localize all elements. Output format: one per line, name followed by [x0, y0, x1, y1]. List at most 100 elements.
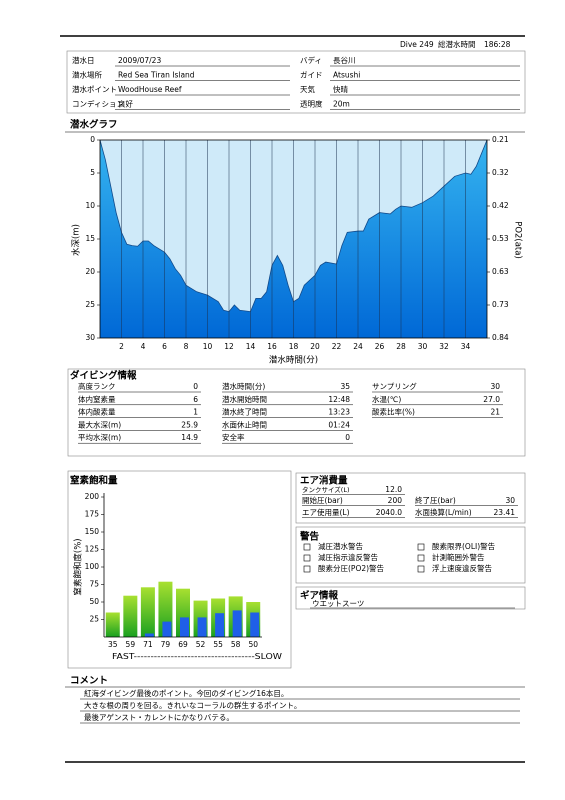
air-label: 水面換算(L/min)	[415, 507, 472, 517]
info-label: コンディション	[72, 99, 124, 109]
info-label: バディ	[300, 55, 322, 65]
x-tick-label: 16	[267, 342, 277, 351]
y2-tick-label: 0.73	[492, 300, 509, 309]
bar	[215, 613, 225, 637]
x-tick-label: 34	[461, 342, 471, 351]
depth-line	[99, 139, 488, 313]
x-tick-label: 71	[143, 640, 153, 649]
info-label: 潜水開始時間	[222, 394, 267, 404]
y-tick-label: 25	[89, 615, 99, 624]
x-tick-label: 14	[246, 342, 256, 351]
y2-tick-label: 0.53	[492, 234, 509, 243]
warning-label: 減圧指示違反警告	[318, 552, 378, 562]
info-label: 体内酸素量	[78, 407, 116, 417]
air-value: 2040.0	[376, 508, 402, 517]
section-title: 窒素飽和量	[70, 475, 118, 487]
checkbox	[417, 554, 425, 562]
section-title: エア消費量	[300, 475, 348, 487]
y2-tick-label: 0.32	[492, 168, 509, 177]
x-tick-label: 8	[184, 342, 189, 351]
y-tick-label: 30	[85, 333, 95, 342]
y2-tick-label: 0.21	[492, 135, 509, 144]
bar	[250, 612, 260, 637]
info-value: 1	[193, 408, 198, 417]
air-label: タンクサイズ(L)	[302, 485, 350, 494]
info-value: 21	[490, 408, 500, 417]
info-label: 潜水時間(分)	[222, 381, 265, 391]
info-label: 透明度	[300, 99, 323, 109]
bar	[140, 587, 155, 637]
bar	[105, 612, 120, 637]
section-title: ギア情報	[300, 590, 339, 602]
box	[66, 50, 526, 114]
y-tick-label: 125	[85, 545, 100, 554]
x-tick-label: 58	[231, 640, 241, 649]
y-tick-label: 75	[89, 580, 99, 589]
x-tick-label: 79	[161, 640, 171, 649]
info-label: 酸素比率(%)	[372, 407, 415, 417]
y-tick-label: 20	[85, 267, 95, 276]
x-tick-label: 50	[248, 640, 258, 649]
x-tick-label: 35	[108, 640, 118, 649]
x-tick-label: 26	[375, 342, 385, 351]
info-label: 体内窒素量	[78, 394, 116, 404]
y-tick-label: 5	[90, 168, 95, 177]
info-label: 天気	[300, 84, 315, 94]
air-label: 終了圧(bar)	[415, 495, 456, 505]
info-value: 6	[193, 395, 198, 404]
y-axis-label: 水深(m)	[71, 224, 82, 256]
info-value: 25.9	[181, 420, 198, 429]
x-tick-label: 22	[332, 342, 342, 351]
x-axis-label: FAST------------------------------------…	[112, 652, 283, 661]
checkbox	[303, 554, 311, 562]
x-axis-label: 潜水時間(分)	[269, 355, 318, 366]
x-tick-label: 52	[196, 640, 206, 649]
info-value: Red Sea Tiran Island	[118, 71, 195, 80]
info-label: 潜水終了時間	[222, 407, 267, 417]
x-tick-label: 69	[178, 640, 188, 649]
dive-number: Dive 249	[400, 40, 434, 49]
air-value: 200	[388, 496, 403, 505]
x-tick-label: 20	[310, 342, 320, 351]
x-tick-label: 6	[162, 342, 167, 351]
warning-label: 減圧潜水警告	[318, 541, 363, 551]
y-tick-label: 10	[85, 201, 95, 210]
y-tick-label: 25	[85, 300, 95, 309]
x-tick-label: 59	[126, 640, 136, 649]
info-value: Atsushi	[333, 71, 360, 80]
y-tick-label: 100	[85, 562, 100, 571]
info-value: 0	[345, 433, 350, 442]
y-tick-label: 50	[89, 597, 99, 606]
box	[295, 586, 526, 610]
checkbox	[417, 565, 425, 573]
checkbox	[303, 565, 311, 573]
info-value: 35	[340, 382, 350, 391]
info-value: 27.0	[483, 395, 500, 404]
info-value: 20m	[333, 100, 350, 109]
box	[67, 470, 292, 669]
warning-label: 酸素限界(OLI)警告	[432, 541, 496, 551]
total-time: 186:28	[484, 40, 511, 49]
bar	[180, 617, 189, 637]
bar	[144, 633, 154, 637]
x-tick-label: 18	[289, 342, 299, 351]
info-label: 潜水場所	[72, 70, 102, 80]
section-title: 警告	[300, 531, 320, 543]
y2-axis-label: PO2(ata)	[513, 221, 523, 259]
gear-item: ウエットスーツ	[312, 599, 364, 608]
info-value: 長谷川	[333, 56, 356, 65]
air-value: 12.0	[385, 485, 402, 494]
x-tick-label: 32	[439, 342, 449, 351]
info-value: 01:24	[328, 420, 350, 429]
section-title: ダイビング情報	[70, 370, 137, 382]
info-label: 水温(℃)	[372, 394, 401, 404]
y-axis-label: 窒素飽和度(%)	[73, 538, 84, 595]
x-tick-label: 30	[418, 342, 428, 351]
info-label: サンプリング	[372, 381, 417, 391]
y2-tick-label: 0.63	[492, 267, 509, 276]
bar	[123, 595, 138, 637]
y-tick-label: 0	[90, 135, 95, 144]
x-tick-label: 4	[141, 342, 146, 351]
comment-line: 最後アゲンスト・カレントにかなりバテる。	[84, 712, 234, 722]
